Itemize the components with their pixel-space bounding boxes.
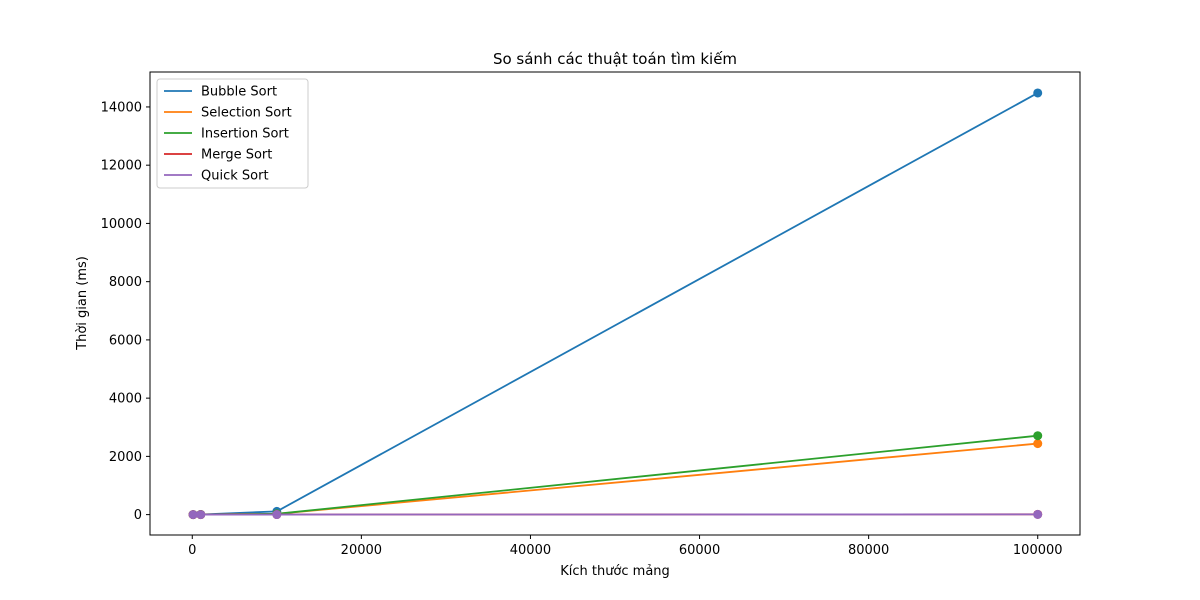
legend: Bubble Sort Selection Sort Insertion Sor… [156, 78, 309, 189]
chart-title: So sánh các thuật toán tìm kiếm [493, 50, 737, 68]
y-tick-label: 12000 [101, 159, 142, 174]
legend-label-quick-sort: Quick Sort [201, 169, 269, 184]
plot-area [188, 88, 1043, 520]
legend-label-bubble-sort: Bubble Sort [201, 85, 277, 100]
plot-frame [149, 71, 1081, 536]
y-tick-label: 10000 [101, 217, 142, 232]
data-point-insertion-sort [1033, 431, 1043, 441]
x-tick-label: 20000 [341, 543, 382, 558]
x-tick-label: 100000 [1013, 543, 1063, 558]
y-axis-label: Thời gian (ms) [75, 256, 90, 351]
x-tick-label: 40000 [510, 543, 551, 558]
series-insertion-sort [188, 431, 1043, 520]
y-tick-label: 6000 [109, 333, 142, 348]
x-tick-label: 60000 [679, 543, 720, 558]
y-tick-label: 2000 [109, 450, 142, 465]
legend-label-selection-sort: Selection Sort [201, 106, 292, 121]
x-tick-label: 80000 [848, 543, 889, 558]
series-line-insertion-sort [193, 434, 1038, 516]
data-point-quick-sort [1033, 509, 1043, 519]
y-tick-label: 0 [134, 508, 142, 523]
x-axis-label: Kích thước mảng [560, 564, 670, 579]
series-quick-sort [188, 509, 1043, 520]
legend-label-merge-sort: Merge Sort [201, 148, 272, 163]
x-tick-label: 0 [188, 543, 196, 558]
legend-label-insertion-sort: Insertion Sort [201, 127, 289, 142]
series-line-bubble-sort [193, 92, 1039, 516]
y-tick-label: 8000 [109, 275, 142, 290]
legend-box [156, 78, 309, 189]
y-axis: 0 2000 4000 6000 8000 10000 12000 14000 [101, 100, 150, 523]
data-point-bubble-sort [1033, 88, 1043, 98]
data-point-selection-sort [1033, 439, 1043, 449]
x-axis: 0 20000 40000 60000 80000 100000 [188, 535, 1063, 558]
data-point-quick-sort [196, 510, 206, 520]
data-point-quick-sort [188, 510, 198, 520]
y-tick-label: 4000 [109, 392, 142, 407]
y-tick-label: 14000 [101, 100, 142, 115]
data-point-quick-sort [272, 510, 282, 520]
